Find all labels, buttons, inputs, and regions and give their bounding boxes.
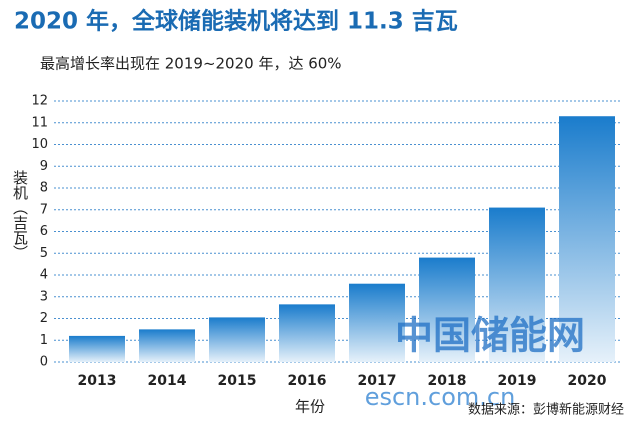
- y-tick-label: 5: [40, 246, 48, 261]
- y-tick-label: 4: [40, 268, 48, 283]
- source-note: 数据来源：彭博新能源财经: [468, 402, 624, 418]
- bar: [69, 335, 125, 362]
- y-axis-label: 装机（吉瓦）: [11, 170, 29, 260]
- x-tick-label: 2020: [568, 373, 607, 389]
- y-tick-label: 1: [40, 333, 48, 348]
- y-tick-label: 6: [40, 224, 48, 239]
- bar: [559, 116, 615, 362]
- y-tick-label: 10: [31, 137, 48, 152]
- x-tick-label: 2018: [428, 373, 467, 389]
- bar: [419, 257, 475, 362]
- bar: [209, 317, 265, 362]
- y-tick-label: 3: [40, 289, 48, 304]
- chart-subtitle: 最高增长率出现在 2019~2020 年，达 60%: [40, 55, 342, 73]
- y-tick-label: 2: [40, 311, 48, 326]
- bar: [139, 329, 195, 362]
- y-tick-label: 11: [31, 115, 48, 130]
- bar: [349, 283, 405, 362]
- x-tick-label: 2013: [78, 373, 117, 389]
- x-tick-label: 2014: [148, 373, 187, 389]
- watermark: 中国储能网: [395, 314, 585, 358]
- x-tick-label: 2019: [498, 373, 537, 389]
- chart-title: 2020 年，全球储能装机将达到 11.3 吉瓦: [14, 8, 458, 35]
- x-tick-label: 2017: [358, 373, 397, 389]
- x-tick-label: 2015: [218, 373, 257, 389]
- bar: [279, 304, 335, 362]
- bar: [489, 207, 545, 362]
- x-axis-label: 年份: [295, 398, 325, 416]
- y-tick-label: 8: [40, 181, 48, 196]
- y-tick-label: 0: [40, 355, 48, 370]
- y-tick-label: 7: [40, 202, 48, 217]
- y-tick-label: 9: [40, 159, 48, 174]
- y-tick-label: 12: [31, 94, 48, 109]
- x-tick-label: 2016: [288, 373, 327, 389]
- watermark-url: escn.com.cn: [365, 383, 516, 411]
